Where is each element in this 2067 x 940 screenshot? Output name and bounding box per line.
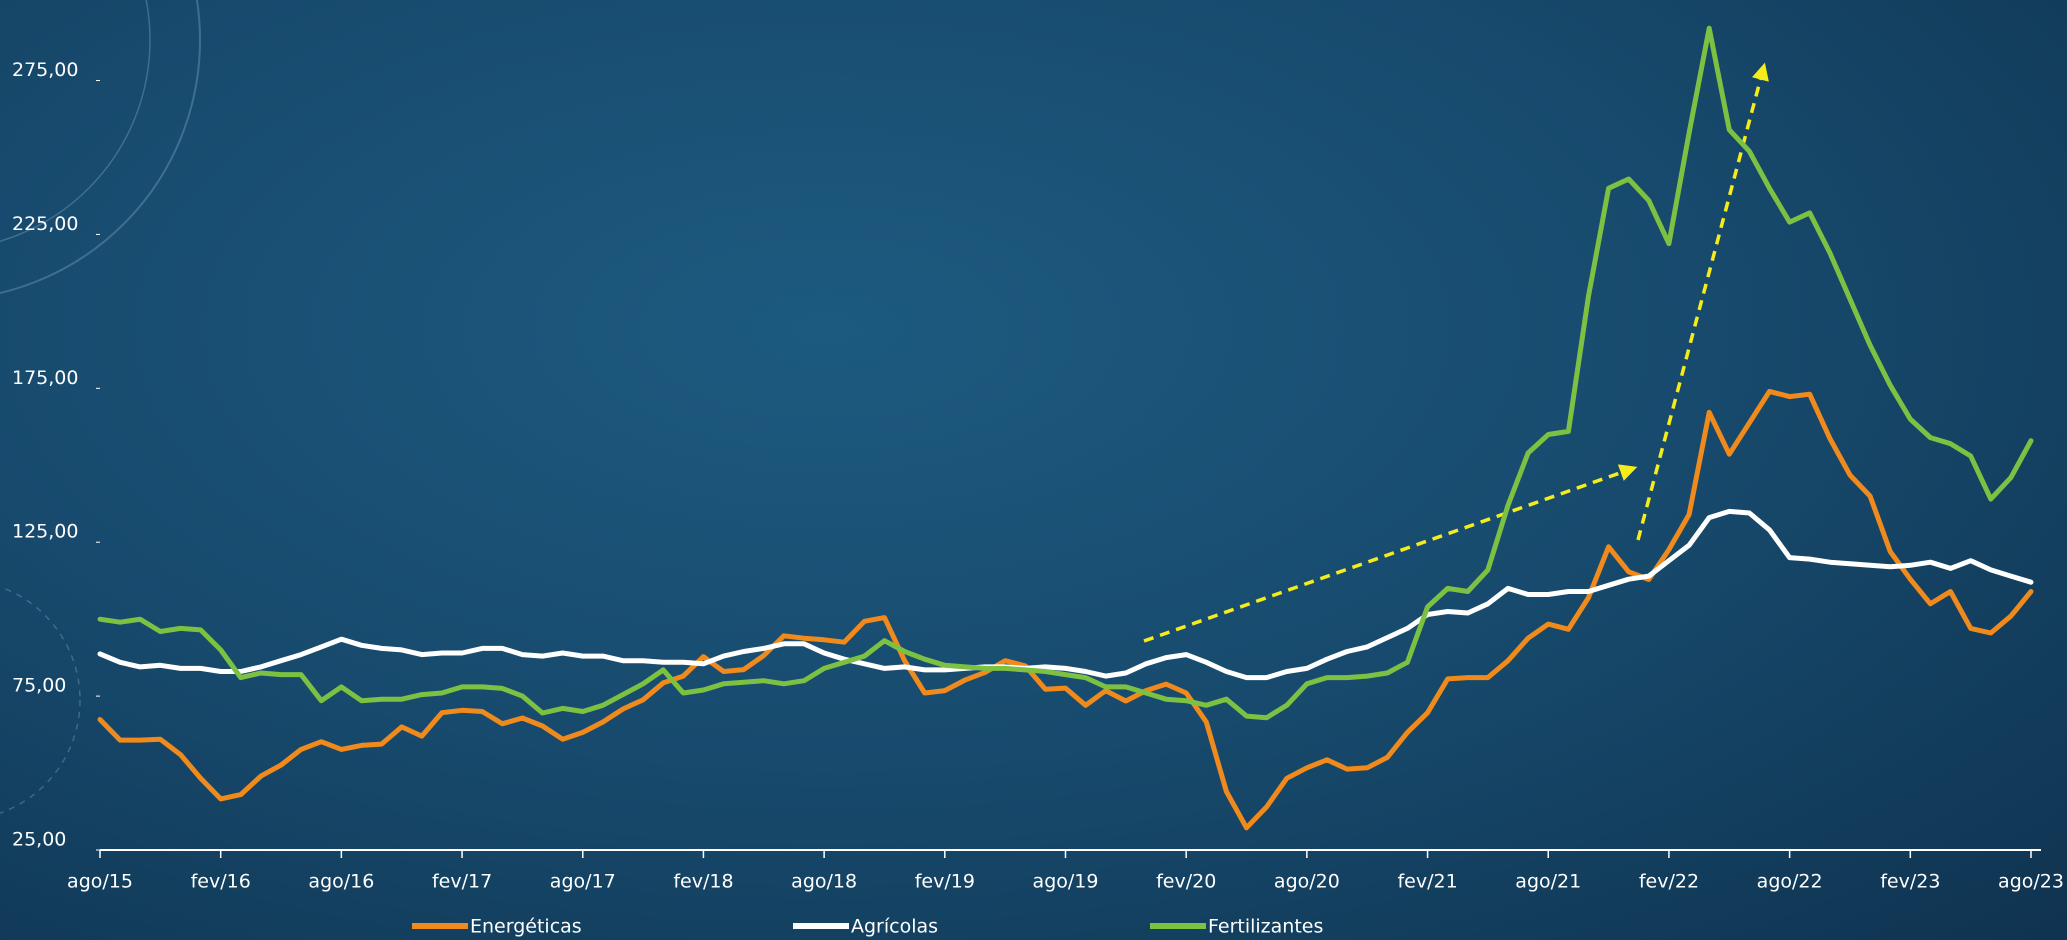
series-line — [97, 508, 2034, 681]
x-tick-label: fev/20 — [1156, 871, 1216, 893]
legend-label: Agrícolas — [851, 916, 938, 938]
y-tick-label: 75,00 — [12, 675, 66, 697]
legend-label: Fertilizantes — [1208, 916, 1323, 938]
x-tick-label: fev/17 — [432, 871, 492, 893]
y-tick-label: 25,00 — [12, 829, 66, 851]
x-tick-label: ago/15 — [67, 871, 133, 893]
x-tick-label: ago/16 — [308, 871, 374, 893]
x-tick-label: ago/19 — [1033, 871, 1099, 893]
series-line — [97, 388, 2034, 831]
x-tick-label: ago/21 — [1515, 871, 1581, 893]
decoration — [0, 0, 201, 814]
y-tick-label: 175,00 — [12, 367, 78, 389]
legend-label: Energéticas — [470, 916, 582, 938]
x-tick-label: fev/21 — [1397, 871, 1457, 893]
y-tick-label: 125,00 — [12, 521, 78, 543]
arrow-annotation — [1143, 464, 1638, 643]
y-tick-label: 225,00 — [12, 213, 78, 235]
x-tick-label: fev/18 — [673, 871, 733, 893]
x-tick-label: fev/19 — [915, 871, 975, 893]
x-tick-label: fev/16 — [191, 871, 251, 893]
x-tick-label: ago/22 — [1757, 871, 1823, 893]
x-tick-label: fev/23 — [1880, 871, 1940, 893]
x-tick-label: ago/23 — [1998, 871, 2064, 893]
x-tick-label: ago/20 — [1274, 871, 1340, 893]
y-tick-label: 275,00 — [12, 59, 78, 81]
arrow-annotation — [1636, 62, 1769, 541]
x-tick-label: ago/18 — [791, 871, 857, 893]
x-tick-label: ago/17 — [550, 871, 616, 893]
series-line — [97, 25, 2034, 721]
x-tick-label: fev/22 — [1639, 871, 1699, 893]
